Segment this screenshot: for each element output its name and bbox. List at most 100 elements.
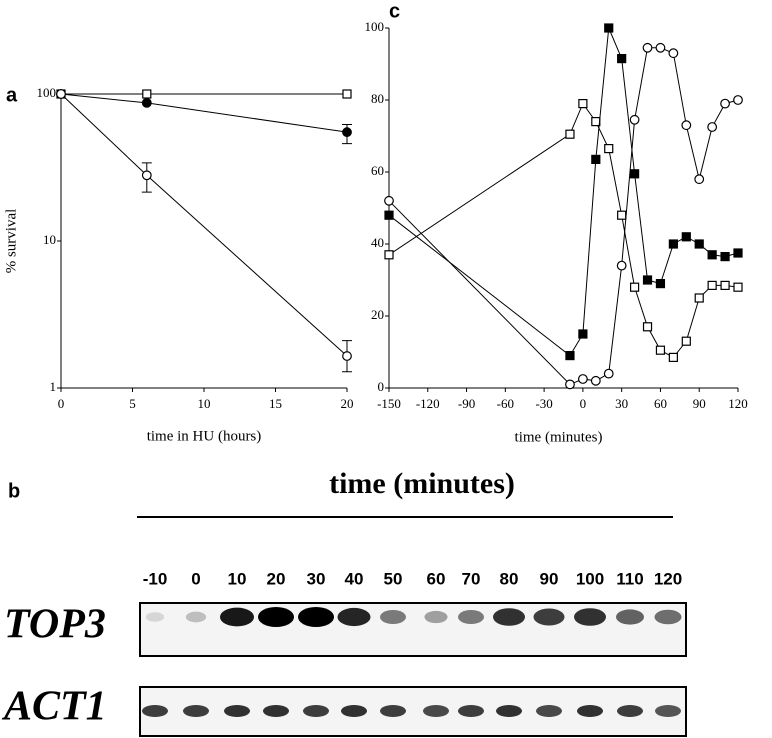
lane-label: 30 [307,569,326,588]
band [617,705,643,717]
marker [590,375,601,386]
marker [577,374,588,384]
lane-label: 110 [616,569,643,588]
band [424,610,448,624]
marker [733,95,743,105]
x-tick-label: -30 [535,396,552,411]
marker [733,248,743,258]
x-tick-label: 0 [58,396,65,411]
band [258,607,294,627]
band [423,705,449,717]
marker [629,169,640,179]
marker [617,210,627,220]
marker [565,129,575,139]
marker [56,89,66,99]
marker [604,23,614,33]
lane-label: 120 [654,569,682,588]
lane-label: 20 [267,569,286,588]
lane-label: 60 [427,569,446,588]
y-tick-label: 40 [371,235,384,250]
lane-label: 100 [576,569,604,588]
marker [342,89,352,99]
band [458,705,484,717]
marker [668,48,679,59]
marker [384,210,394,220]
band [380,610,406,624]
marker [655,345,666,355]
marker [384,195,394,206]
marker [565,351,575,361]
y-axis-title: % survival [3,209,19,274]
x-axis-title: time (minutes) [515,429,603,445]
blot-box [139,602,687,657]
band [536,705,562,717]
x-tick-label: 15 [269,396,282,411]
series-line [388,27,739,357]
y-tick-label: 60 [371,163,384,178]
marker [578,329,588,339]
y-tick-label: 100 [37,85,57,100]
x-axis-title: time in HU (hours) [147,428,262,444]
band [224,705,250,717]
y-tick-label: 0 [378,379,385,394]
band [654,609,682,625]
marker [707,250,717,260]
band [577,705,603,717]
band [337,607,371,627]
blot-box [139,686,687,737]
marker [694,239,704,249]
marker [591,116,601,127]
band [263,705,289,717]
x-tick-label: -90 [458,396,475,411]
band [380,705,406,717]
y-tick-label: 10 [43,232,56,247]
marker [681,336,691,346]
x-tick-label: 90 [693,396,706,411]
panel-label: c [389,0,400,22]
marker [655,42,666,53]
blot-title: time (minutes) [329,467,515,500]
x-tick-label: 30 [615,396,628,411]
x-tick-label: 60 [654,396,667,411]
series-line [60,93,348,357]
marker [342,351,352,361]
marker [142,89,152,99]
marker [642,322,653,332]
band [493,608,525,626]
lane-label: 90 [540,569,559,588]
series-line [388,102,739,359]
lane-label: 50 [384,569,403,588]
marker [694,174,705,185]
band [574,608,606,626]
marker [642,42,653,53]
marker [681,232,691,242]
marker [603,368,614,379]
band [220,607,254,627]
y-tick-label: 100 [365,19,385,34]
band [298,607,334,627]
band [496,705,522,717]
x-tick-label: 5 [129,396,136,411]
marker [616,260,627,271]
marker [141,97,152,108]
band [655,705,681,717]
y-tick-label: 1 [50,379,57,394]
marker [707,122,718,132]
lane-label: 10 [228,569,247,588]
lane-label: 0 [191,569,200,588]
lane-label: 70 [462,569,481,588]
marker [642,275,653,285]
panel-label: b [8,480,20,502]
marker [681,120,692,131]
marker [720,280,730,290]
band [142,705,168,717]
marker [342,127,352,138]
marker [707,280,717,290]
series-line [388,47,739,385]
panel-label: a [6,84,18,106]
marker [629,114,640,125]
marker [733,282,743,292]
band [616,609,644,625]
marker [141,170,152,181]
band [341,705,367,717]
